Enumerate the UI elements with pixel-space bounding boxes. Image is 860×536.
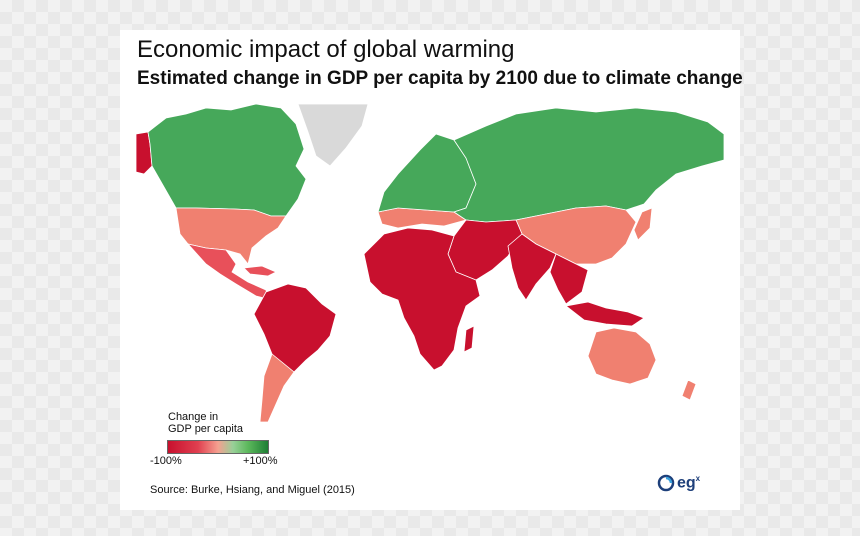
legend-color-scale	[167, 440, 269, 454]
region-south-asia	[507, 233, 557, 301]
logo-superscript: x	[695, 474, 701, 483]
region-maritime-southeast-asia	[565, 301, 645, 327]
region-japan	[633, 207, 653, 241]
region-madagascar	[463, 325, 475, 353]
region-africa	[363, 227, 481, 371]
legend-max-label: +100%	[243, 455, 278, 467]
world-map	[136, 104, 724, 436]
region-southern-cone	[259, 353, 295, 423]
legend-title-line2: GDP per capita	[168, 423, 244, 435]
region-russia	[453, 107, 724, 223]
legend-title: Change in GDP per capita	[168, 411, 243, 435]
source-citation: Source: Burke, Hsiang, and Miguel (2015)	[150, 484, 355, 496]
region-new-zealand	[681, 379, 697, 401]
region-caribbean	[243, 265, 277, 277]
region-canada	[147, 104, 307, 217]
region-greenland	[297, 104, 369, 167]
legend-min-label: -100%	[150, 455, 182, 467]
page-subtitle: Estimated change in GDP per capita by 21…	[137, 68, 743, 89]
region-australia	[587, 327, 657, 385]
legend-title-line1: Change in	[168, 411, 219, 423]
region-southeast-asia	[549, 253, 589, 305]
brand-logo: egx	[657, 474, 700, 492]
page-title: Economic impact of global warming	[137, 36, 515, 63]
region-mexico	[186, 243, 269, 300]
logo-swirl-icon	[657, 474, 675, 492]
logo-text: egx	[677, 474, 701, 492]
region-south-america	[253, 283, 337, 375]
